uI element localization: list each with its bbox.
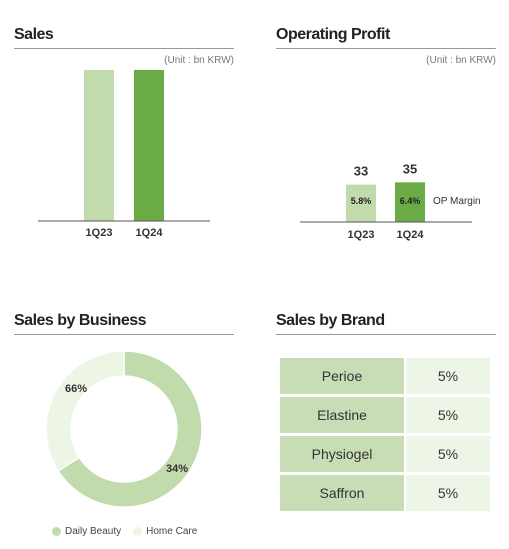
- business-panel: Sales by Business: [14, 312, 234, 542]
- op-bar: [395, 182, 425, 222]
- brand-name-cell: Perioe: [280, 358, 406, 394]
- legend-swatch-daily-beauty: [52, 527, 61, 536]
- sales-title-rule: [14, 48, 234, 49]
- op-value-label: 33: [354, 164, 368, 179]
- legend-label-daily-beauty: Daily Beauty: [65, 526, 122, 537]
- brand-share-cell: 5%: [406, 397, 490, 433]
- legend-swatch-home-care: [133, 527, 143, 536]
- op-category-label: 1Q23: [348, 229, 375, 241]
- brand-name-cell: Elastine: [280, 397, 406, 433]
- sales-bar: [84, 70, 114, 222]
- op-unit: (Unit : bn KRW): [426, 55, 496, 66]
- brand-table: Perioe 5% Elastine 5% Physiogel 5% Saffr…: [280, 355, 490, 514]
- legend-label-home-care: Home Care: [146, 526, 198, 537]
- brand-share-cell: 5%: [406, 475, 490, 511]
- brand-share-cell: 5%: [406, 358, 490, 394]
- sales-panel: Sales (Unit : bn KRW) 5631Q235531Q24: [14, 26, 234, 256]
- table-row: Physiogel 5%: [280, 436, 490, 472]
- op-title: Operating Profit: [276, 26, 390, 43]
- brand-title-rule: [276, 334, 496, 335]
- brand-name-cell: Physiogel: [280, 436, 406, 472]
- op-bar: [346, 184, 376, 222]
- sales-unit: (Unit : bn KRW): [164, 55, 234, 66]
- brand-title: Sales by Brand: [276, 312, 385, 329]
- op-panel: Operating Profit (Unit : bn KRW) 33 5.8% 1…: [276, 26, 496, 256]
- business-legend: Daily Beauty Home Care: [52, 526, 197, 537]
- brand-name-cell: Saffron: [280, 475, 406, 511]
- op-category-label: 1Q24: [397, 229, 425, 241]
- op-bar-chart: 33 5.8% 1Q23 35 6.4% 1Q24 OP Margin: [300, 161, 481, 241]
- sales-title: Sales: [14, 26, 54, 43]
- sales-bar-chart: 5631Q235531Q24: [38, 70, 210, 239]
- business-title-rule: [14, 334, 234, 335]
- op-margin-value: 5.8%: [351, 196, 372, 206]
- sales-category-label: 1Q23: [86, 227, 113, 239]
- legend-item-daily-beauty: Daily Beauty: [52, 526, 121, 537]
- business-title: Sales by Business: [14, 312, 147, 329]
- sales-category-label: 1Q24: [136, 227, 164, 239]
- op-title-rule: [276, 48, 496, 49]
- table-row: Perioe 5%: [280, 358, 490, 394]
- legend-item-home-care: Home Care: [133, 526, 197, 537]
- table-row: Elastine 5%: [280, 397, 490, 433]
- op-margin-label: OP Margin: [433, 196, 481, 207]
- op-value-label: 35: [403, 161, 417, 176]
- sales-bar: [134, 70, 164, 221]
- table-row: Saffron 5%: [280, 475, 490, 511]
- brand-panel: Sales by Brand: [276, 312, 496, 542]
- op-margin-value: 6.4%: [400, 196, 421, 206]
- brand-share-cell: 5%: [406, 436, 490, 472]
